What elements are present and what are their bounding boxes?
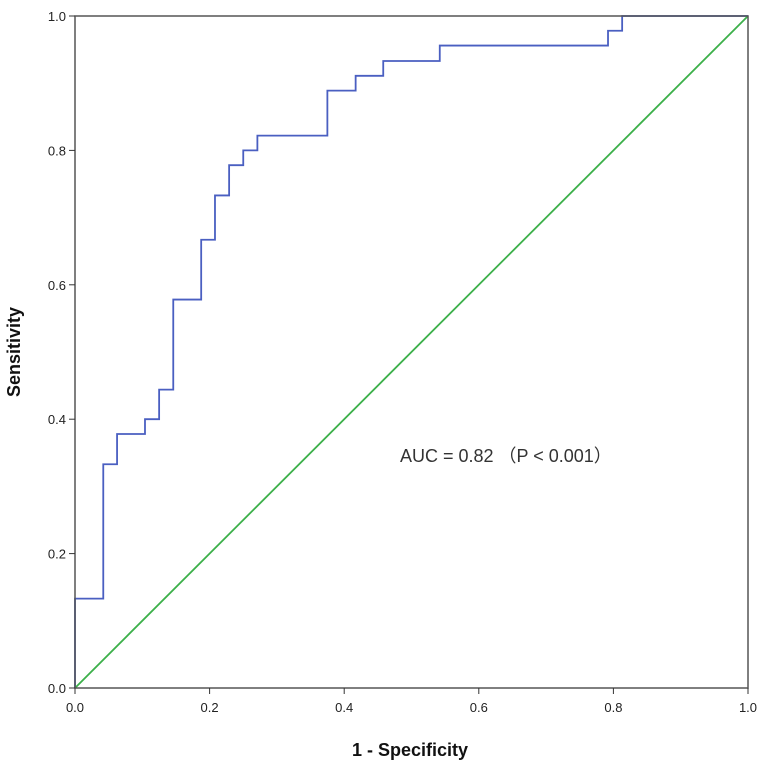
auc-annotation: AUC = 0.82 （P < 0.001） bbox=[400, 446, 612, 466]
roc-curve-line bbox=[74, 15, 748, 688]
plot-frame bbox=[74, 15, 749, 689]
y-tick-label: 0.0 bbox=[48, 681, 66, 696]
x-tick-label: 0.6 bbox=[470, 700, 488, 715]
reference-diagonal-line bbox=[74, 15, 749, 689]
y-tick-label: 0.6 bbox=[48, 278, 66, 293]
x-tick-label: 0.2 bbox=[201, 700, 219, 715]
x-tick-label: 1.0 bbox=[739, 700, 757, 715]
x-tick-label: 0.0 bbox=[66, 700, 84, 715]
y-tick-label: 0.8 bbox=[48, 143, 66, 158]
y-axis-label: Sensitivity bbox=[4, 307, 24, 397]
x-tick-label: 0.4 bbox=[335, 700, 353, 715]
y-tick-label: 1.0 bbox=[48, 9, 66, 24]
x-axis-label: 1 - Specificity bbox=[352, 740, 468, 760]
y-tick-label: 0.4 bbox=[48, 412, 66, 427]
x-tick-label: 0.8 bbox=[604, 700, 622, 715]
y-tick-label: 0.2 bbox=[48, 547, 66, 562]
